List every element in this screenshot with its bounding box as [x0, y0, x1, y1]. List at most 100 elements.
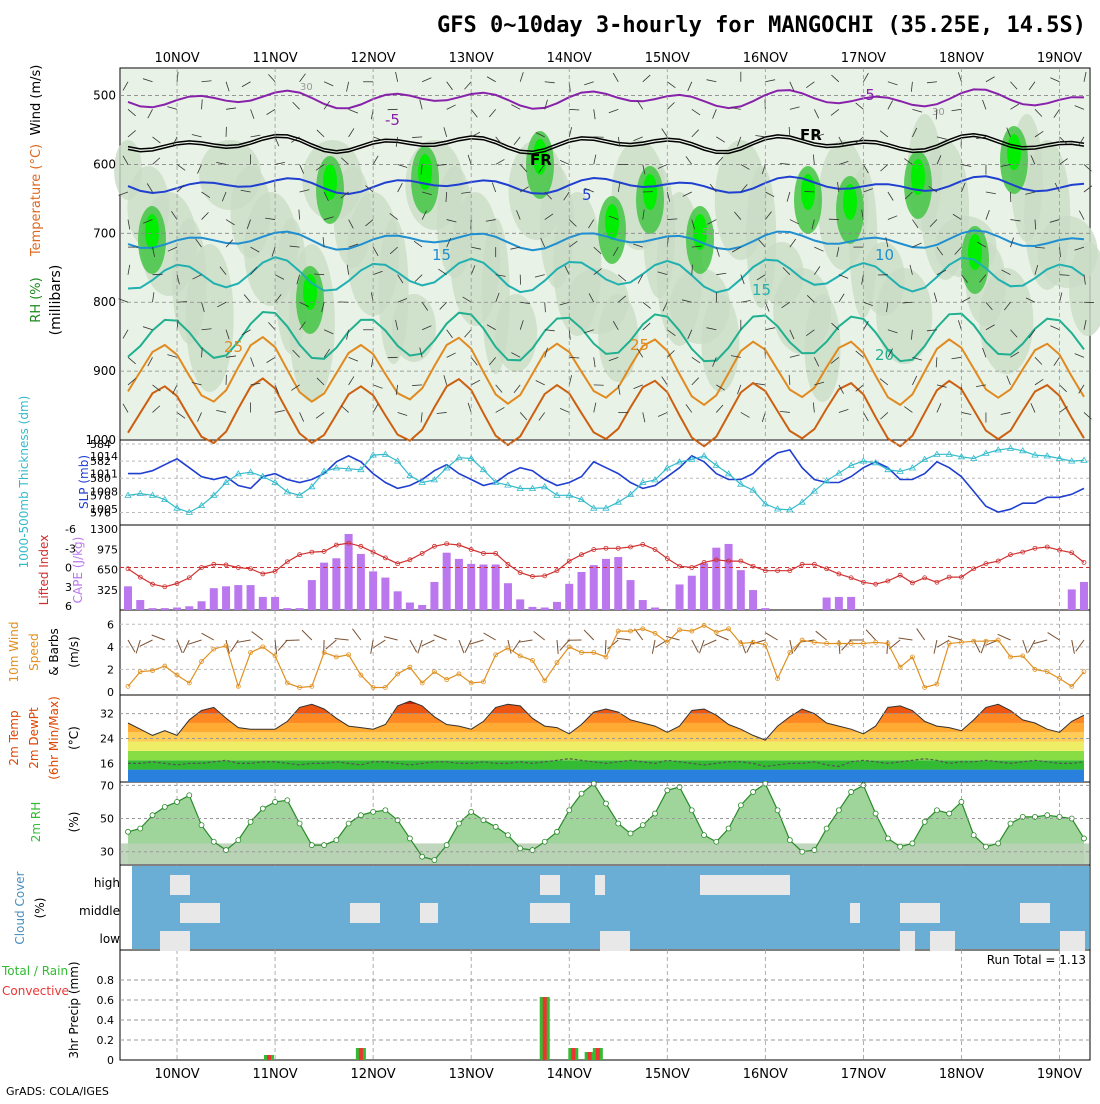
rh-marker: [726, 826, 731, 831]
precip-legend-convective: Convective: [2, 984, 69, 998]
cape-bar: [430, 582, 438, 610]
rh-marker: [162, 804, 167, 809]
rh-tick-label: 30: [100, 846, 114, 859]
contour-label: 15: [752, 281, 771, 299]
chart-title: GFS 0~10day 3-hourly for MANGOCHI (35.25…: [437, 13, 1086, 38]
cape-bar: [136, 600, 144, 610]
rh-marker: [138, 826, 143, 831]
day-label-top: 14NOV: [547, 51, 592, 66]
contour-label: 15: [432, 246, 451, 264]
temperature-axis-title: Temperature (°C): [29, 144, 44, 257]
cape-tick-label: 650: [97, 564, 118, 577]
precip-convective-bar: [359, 1048, 363, 1060]
temp-band: [120, 742, 1090, 751]
cloud-block: [530, 903, 570, 923]
day-label-bottom: 17NOV: [841, 1067, 886, 1082]
rh-marker: [554, 829, 559, 834]
cape-bar: [492, 565, 500, 610]
cape-bar: [455, 559, 463, 610]
cloud-block: [900, 903, 940, 923]
temp-axis-title: 2m DewPt: [27, 707, 41, 769]
rh-marker: [665, 788, 670, 793]
rh-marker: [505, 833, 510, 838]
cape-bar: [149, 608, 157, 610]
cape-bar: [369, 571, 377, 610]
precip-tick-label: 0.4: [97, 1014, 115, 1027]
rh-marker: [1045, 813, 1050, 818]
cape-bar: [357, 554, 365, 610]
rh-shade-region: [701, 294, 739, 392]
cape-bar: [283, 608, 291, 610]
rh-marker: [751, 789, 756, 794]
rh-marker: [346, 821, 351, 826]
day-label-top: 12NOV: [351, 51, 396, 66]
day-label-top: 17NOV: [841, 51, 886, 66]
rh-tick-label: 70: [100, 779, 114, 792]
rh-marker: [126, 829, 131, 834]
contour-label: FR: [800, 126, 822, 144]
pressure-axis-title: (millibars): [48, 265, 64, 336]
rh-marker: [444, 843, 449, 848]
temp-tick-label: 24: [100, 733, 114, 746]
cloud-block: [930, 931, 955, 951]
temp-band: [120, 751, 1090, 760]
cape-bar: [173, 608, 181, 610]
cloud-block: [160, 931, 190, 951]
cape-bar: [553, 602, 561, 610]
rh-marker: [947, 811, 952, 816]
rh-marker: [371, 809, 376, 814]
rh-marker: [358, 813, 363, 818]
cloud-block: [1060, 931, 1085, 951]
contour-label: 5: [582, 186, 592, 204]
cloud-level-label: low: [100, 932, 121, 946]
cape-bar: [541, 608, 549, 610]
cape-bar: [198, 601, 206, 610]
temp-axis-title: (6hr Min/Max): [47, 696, 61, 780]
cape-bar: [504, 583, 512, 610]
rh-marker: [934, 808, 939, 813]
cape-tick-label: 975: [97, 543, 118, 556]
rh-marker: [898, 844, 903, 849]
run-total-label: Run Total = 1.13: [987, 953, 1086, 967]
cape-bar: [590, 565, 598, 610]
day-label-top: 16NOV: [743, 51, 788, 66]
contour-label: 50: [702, 227, 715, 238]
rh-marker: [248, 819, 253, 824]
temp-band: [120, 760, 1090, 769]
rh-marker: [187, 793, 192, 798]
cape-bar: [124, 586, 132, 610]
wind-tick-label: 2: [107, 663, 114, 676]
cloud-block: [700, 875, 790, 895]
rh-marker: [456, 821, 461, 826]
contour-label: 30: [300, 82, 313, 93]
cape-bar: [847, 597, 855, 610]
wind-axis-title: 10m Wind: [7, 622, 21, 683]
day-label-bottom: 11NOV: [252, 1067, 297, 1082]
precip-axis-title: 3hr Precip (mm): [67, 961, 81, 1058]
rh-marker: [322, 843, 327, 848]
cape-bar: [296, 608, 304, 610]
pressure-tick-label: 900: [93, 364, 116, 378]
precip-tick-label: 0.2: [97, 1034, 115, 1047]
day-label-top: 18NOV: [939, 51, 984, 66]
rh2m-axis-title: 2m RH: [29, 802, 43, 843]
rh-marker: [604, 801, 609, 806]
cloud-block: [170, 875, 190, 895]
day-label-bottom: 18NOV: [939, 1067, 984, 1082]
wind-axis-title: & Barbs: [47, 628, 61, 676]
rh-marker: [922, 819, 927, 824]
rh2m-axis-title: (%): [67, 812, 81, 833]
cape-bar: [639, 600, 647, 610]
cape-bar: [688, 576, 696, 610]
cape-bar: [320, 563, 328, 610]
cape-bar: [394, 591, 402, 610]
cape-bar: [700, 563, 708, 610]
contour-label: 20: [875, 346, 894, 364]
cape-bar: [835, 597, 843, 610]
rh-marker: [211, 839, 216, 844]
rh-marker: [616, 821, 621, 826]
precip-tick-label: 0.8: [97, 974, 115, 987]
day-label-bottom: 10NOV: [154, 1067, 199, 1082]
cloud-block: [540, 875, 560, 895]
